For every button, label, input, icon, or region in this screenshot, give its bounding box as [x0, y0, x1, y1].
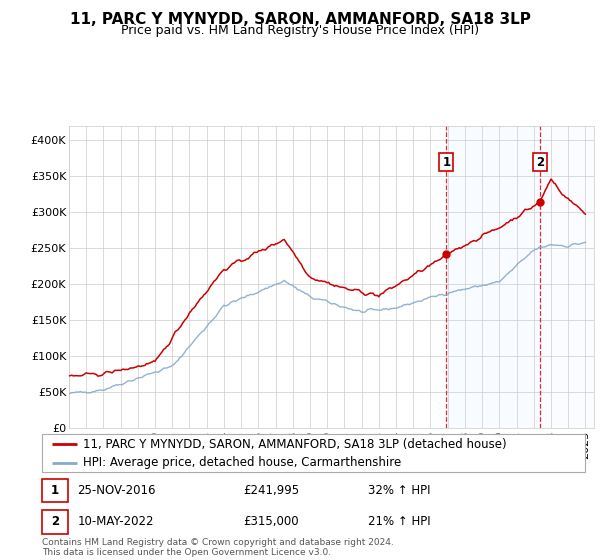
Text: 32% ↑ HPI: 32% ↑ HPI — [368, 484, 430, 497]
Text: 21% ↑ HPI: 21% ↑ HPI — [368, 515, 430, 529]
Text: 1: 1 — [442, 156, 451, 169]
Text: 2: 2 — [536, 156, 544, 169]
Text: Contains HM Land Registry data © Crown copyright and database right 2024.
This d: Contains HM Land Registry data © Crown c… — [42, 538, 394, 557]
Bar — [540, 126, 594, 428]
Text: HPI: Average price, detached house, Carmarthenshire: HPI: Average price, detached house, Carm… — [83, 456, 401, 469]
Text: 10-MAY-2022: 10-MAY-2022 — [77, 515, 154, 529]
Text: 25-NOV-2016: 25-NOV-2016 — [77, 484, 156, 497]
Text: £315,000: £315,000 — [243, 515, 299, 529]
Text: 11, PARC Y MYNYDD, SARON, AMMANFORD, SA18 3LP: 11, PARC Y MYNYDD, SARON, AMMANFORD, SA1… — [70, 12, 530, 27]
FancyBboxPatch shape — [42, 434, 585, 472]
Text: 1: 1 — [51, 484, 59, 497]
Bar — [42, 510, 68, 534]
Bar — [446, 126, 540, 428]
Text: 2: 2 — [51, 515, 59, 529]
Text: 11, PARC Y MYNYDD, SARON, AMMANFORD, SA18 3LP (detached house): 11, PARC Y MYNYDD, SARON, AMMANFORD, SA1… — [83, 438, 506, 451]
Text: £241,995: £241,995 — [243, 484, 299, 497]
Bar — [42, 479, 68, 502]
Text: Price paid vs. HM Land Registry's House Price Index (HPI): Price paid vs. HM Land Registry's House … — [121, 24, 479, 36]
